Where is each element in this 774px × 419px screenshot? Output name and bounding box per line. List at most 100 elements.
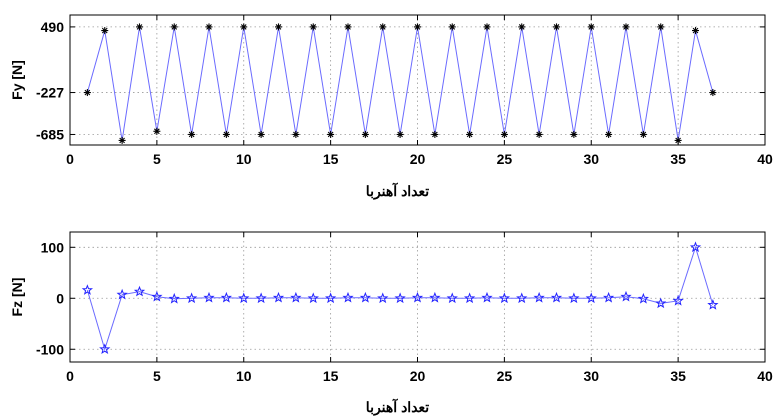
data-point <box>414 23 421 31</box>
x-tick-label: 15 <box>323 368 339 384</box>
x-tick-label: 30 <box>583 151 599 167</box>
x-axis-label: تعداد آهنربا <box>366 182 430 200</box>
data-point <box>170 23 178 31</box>
data-point <box>290 291 302 303</box>
data-point <box>518 23 526 31</box>
data-point <box>603 291 615 303</box>
data-point <box>500 130 508 138</box>
data-point <box>481 291 493 303</box>
data-point <box>275 23 282 31</box>
y-tick-label: 490 <box>41 19 65 35</box>
y-axis-label: Fz [N] <box>9 278 25 317</box>
data-point <box>568 292 580 304</box>
data-point <box>672 294 684 306</box>
x-tick-label: 10 <box>236 368 252 384</box>
data-point <box>99 343 111 355</box>
data-point <box>151 290 163 302</box>
x-tick-label: 10 <box>236 151 252 167</box>
x-tick-label: 0 <box>66 151 74 167</box>
x-tick-label: 5 <box>153 368 161 384</box>
x-tick-label: 20 <box>410 151 426 167</box>
data-point <box>655 297 667 309</box>
x-tick-label: 35 <box>670 151 686 167</box>
x-tick-label: 15 <box>323 151 339 167</box>
data-point <box>342 291 354 303</box>
data-point <box>657 23 665 31</box>
data-point <box>255 292 267 304</box>
data-point <box>344 23 352 31</box>
data-point <box>220 291 232 303</box>
y-tick-label: -227 <box>36 85 64 101</box>
data-point <box>101 27 109 35</box>
data-point <box>411 291 424 303</box>
data-point <box>327 130 335 138</box>
y-tick-label: -100 <box>36 341 64 357</box>
data-point <box>396 130 404 138</box>
x-tick-label: 30 <box>583 368 599 384</box>
data-point <box>81 284 93 295</box>
data-point <box>168 292 180 304</box>
data-point <box>639 130 647 138</box>
data-point <box>309 23 317 31</box>
data-point <box>394 292 406 304</box>
data-point <box>205 23 213 31</box>
x-tick-label: 25 <box>497 151 513 167</box>
x-tick-label: 5 <box>153 151 161 167</box>
data-point <box>498 292 510 304</box>
data-point <box>533 291 545 303</box>
data-point <box>550 291 563 303</box>
data-point <box>361 130 369 138</box>
data-point <box>203 291 215 303</box>
data-point <box>240 23 248 31</box>
series-line <box>86 26 714 141</box>
data-point <box>637 292 649 304</box>
data-point <box>188 130 196 138</box>
data-point <box>136 23 143 31</box>
data-point <box>116 288 128 300</box>
data-point <box>133 285 146 297</box>
data-point <box>466 130 474 138</box>
data-point <box>707 298 719 310</box>
data-point <box>377 292 389 304</box>
data-point <box>446 292 458 304</box>
data-point <box>622 23 630 31</box>
fy-chart: 0 5 10 15 20 25 30 35 40 490 -227 -685 تعداد آهنربا F… <box>9 14 773 200</box>
data-point <box>483 23 491 31</box>
y-tick-label: 0 <box>56 290 64 306</box>
data-point <box>186 292 198 304</box>
y-tick-label: 100 <box>41 239 65 255</box>
data-point <box>359 291 371 303</box>
data-point <box>257 130 265 138</box>
y-tick-label: -685 <box>36 126 64 142</box>
x-tick-label: 20 <box>410 368 426 384</box>
data-point <box>307 292 319 304</box>
data-point <box>429 291 441 303</box>
data-point <box>379 23 387 31</box>
data-point <box>585 292 597 304</box>
data-point <box>620 290 632 302</box>
data-point <box>222 130 230 138</box>
data-point <box>587 23 595 31</box>
data-point <box>570 130 578 138</box>
x-tick-label: 40 <box>757 368 773 384</box>
data-point <box>272 291 285 303</box>
y-axis-label: Fy [N] <box>9 60 25 100</box>
data-point <box>692 27 699 35</box>
series-line <box>86 245 714 351</box>
data-point <box>431 130 439 138</box>
data-point <box>535 130 543 138</box>
data-point <box>153 127 161 135</box>
x-tick-label: 35 <box>670 368 686 384</box>
data-point <box>448 23 456 31</box>
data-point <box>238 292 250 304</box>
x-tick-label: 40 <box>757 151 773 167</box>
data-point <box>292 130 300 138</box>
data-point <box>118 136 126 144</box>
x-tick-label: 25 <box>497 368 513 384</box>
data-point <box>325 292 337 304</box>
data-point <box>605 130 613 138</box>
x-tick-label: 0 <box>66 368 74 384</box>
data-point <box>553 23 560 31</box>
